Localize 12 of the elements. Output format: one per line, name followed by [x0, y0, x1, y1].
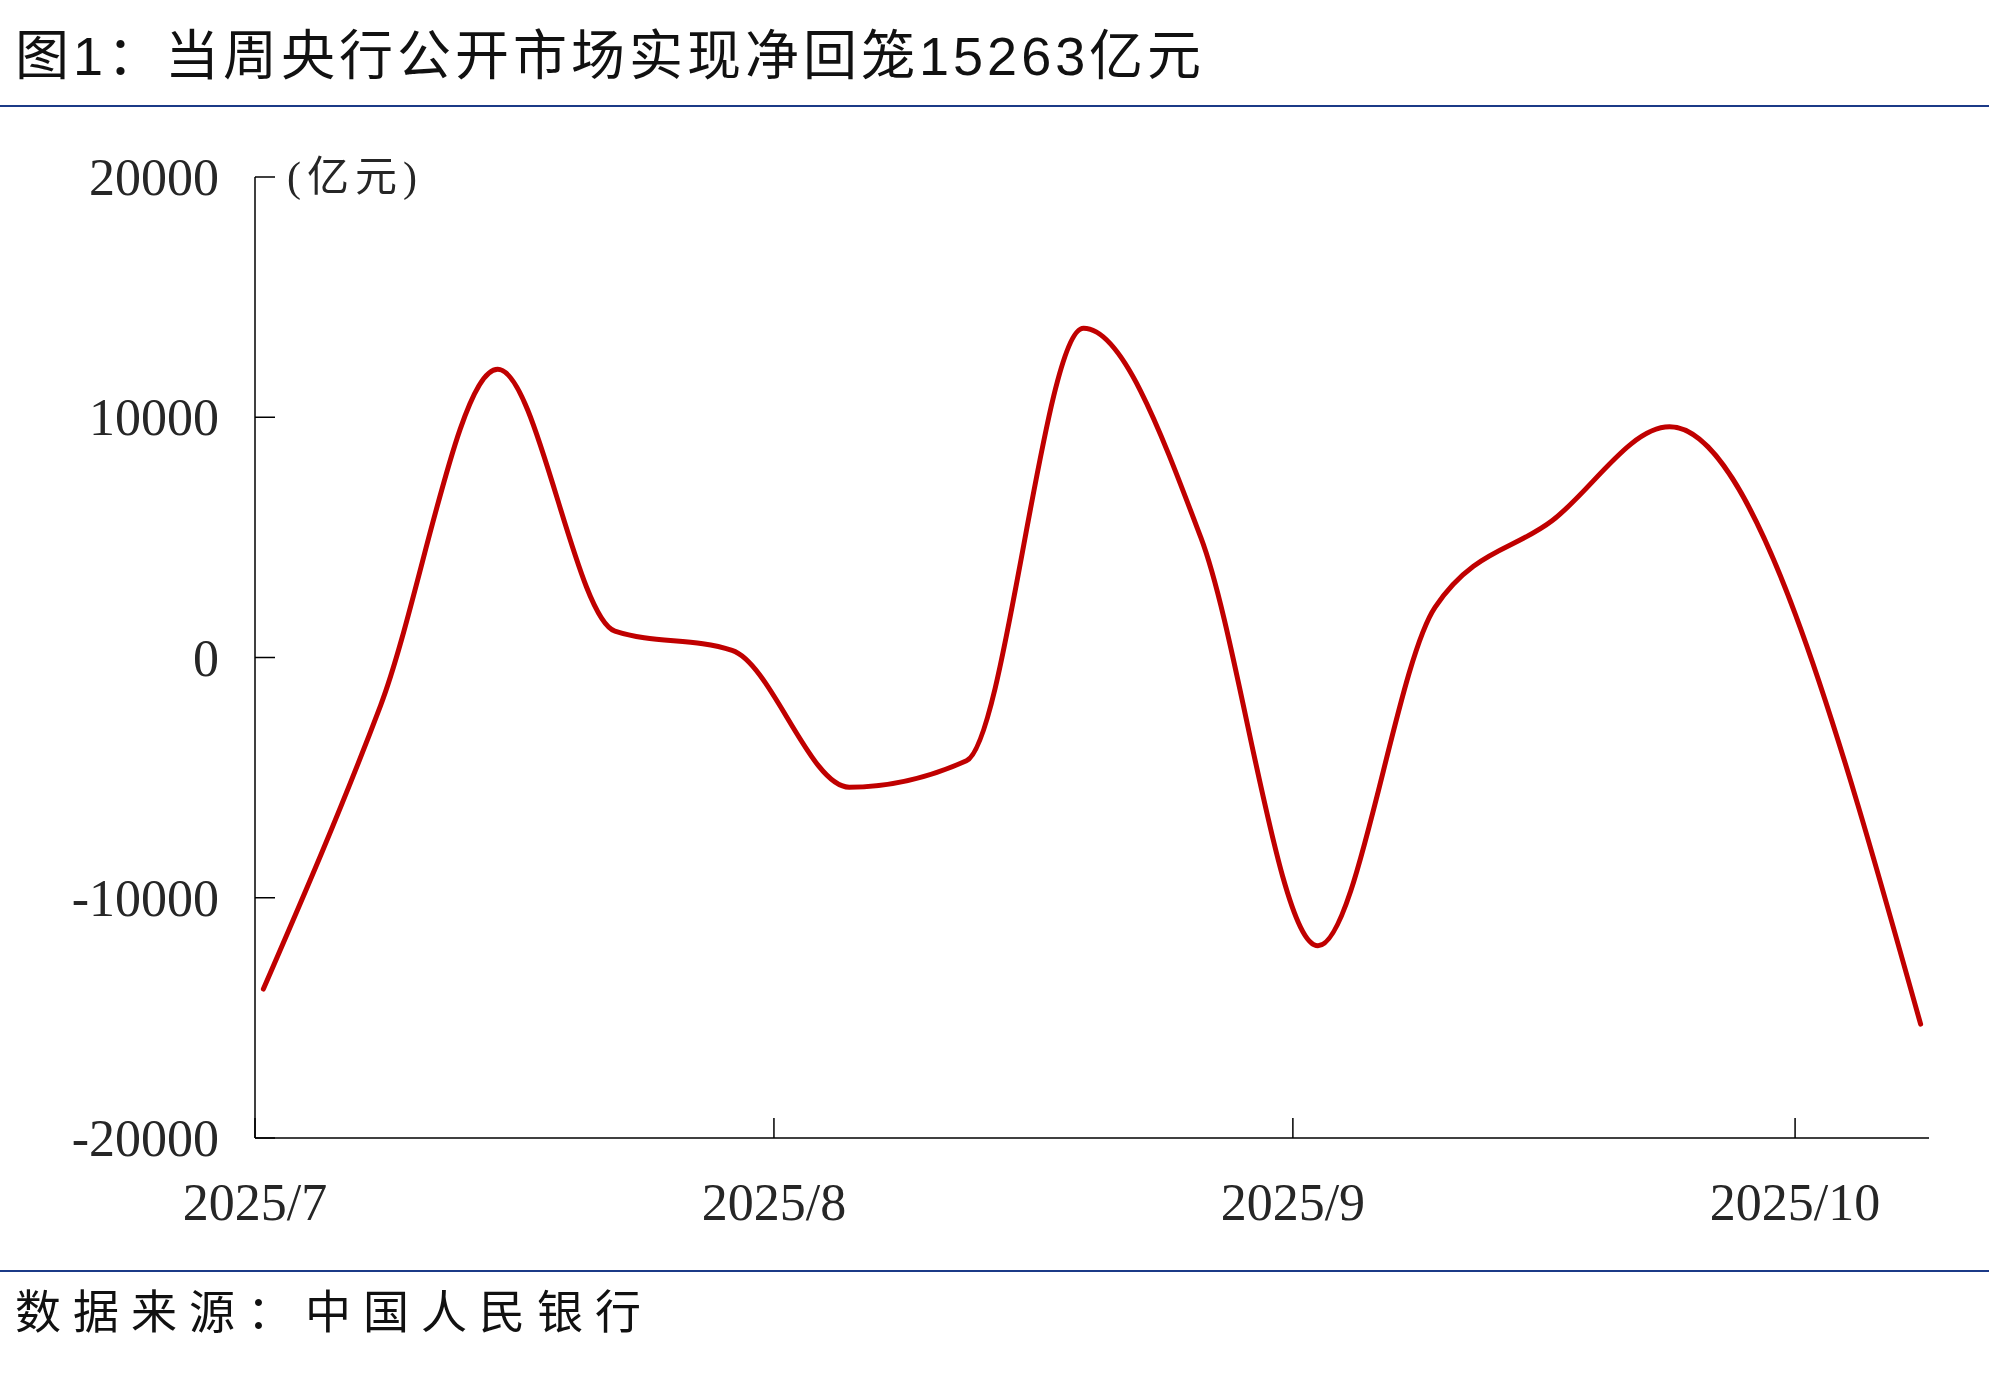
y-tick-label: -10000	[71, 869, 219, 927]
y-tick-label: 20000	[89, 148, 219, 206]
x-tick-label: 2025/8	[701, 1173, 847, 1231]
x-tick-label: 2025/10	[1709, 1173, 1881, 1231]
y-axis-title: (亿元)	[287, 153, 423, 202]
chart-title: 图1：当周央行公开市场实现净回笼15263亿元	[15, 25, 1206, 88]
source-note: 数据来源：中国人民银行	[15, 1286, 653, 1340]
y-tick-label: 0	[193, 629, 219, 686]
x-tick-label: 2025/7	[182, 1173, 328, 1231]
y-tick-label: 10000	[89, 388, 219, 446]
x-tick-label: 2025/9	[1220, 1173, 1366, 1231]
y-tick-label: -20000	[71, 1109, 219, 1167]
